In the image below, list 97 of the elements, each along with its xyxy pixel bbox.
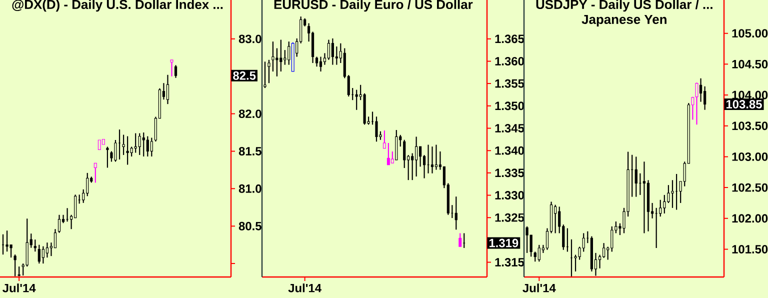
candlestick [327, 39, 330, 60]
candlestick [415, 136, 418, 178]
candlestick [26, 218, 28, 268]
y-tick-label: 1.360 [495, 56, 524, 66]
text: 82.5 [233, 71, 256, 80]
candlestick [454, 196, 458, 230]
candlestick [699, 78, 702, 102]
candlestick [335, 46, 338, 66]
candlestick [174, 64, 178, 78]
text: 1.319 [489, 238, 518, 248]
candlestick [695, 82, 698, 126]
chart-title: EURUSD - Daily Euro / US Dollar [274, 0, 473, 12]
candlestick [268, 59, 270, 84]
candlestick [280, 39, 282, 72]
candlestick [272, 41, 274, 72]
candlestick [94, 162, 97, 184]
candlestick [114, 139, 117, 162]
y-tick-label: 1.340 [495, 146, 524, 155]
candlestick [38, 244, 40, 264]
candlestick [663, 194, 666, 214]
text: Japanese Yen [582, 14, 666, 27]
y-tick-label: 83.0 [238, 34, 262, 44]
candlestick [602, 242, 606, 258]
y-tick-label: 103.00 [732, 152, 768, 161]
candlestick [659, 199, 662, 218]
candlestick [42, 246, 44, 264]
candlestick [86, 172, 89, 197]
candlestick [382, 130, 386, 149]
y-tick-label: 101.50 [732, 245, 768, 254]
y-tick-label: 1.325 [495, 213, 524, 222]
y-tick-label: 81.0 [238, 184, 262, 193]
candlestick [166, 74, 170, 105]
y-tick-label: 103.50 [732, 122, 768, 130]
candlestick [142, 132, 145, 158]
y-tick-label: 1.315 [495, 258, 524, 267]
chart-title: USDJPY - Daily US Dollar / ... [536, 0, 712, 12]
candlestick [458, 232, 462, 248]
y-tick-label: 102.50 [732, 183, 768, 192]
candlestick [54, 228, 57, 248]
candlestick [74, 194, 77, 218]
x-tick-label: Jul'14 [288, 284, 322, 292]
candlestick [395, 129, 398, 160]
y-tick-label: 82.0 [238, 110, 262, 118]
candlestick [355, 89, 358, 110]
x-tick-label: Jul'14 [2, 284, 36, 292]
candlestick [526, 226, 528, 254]
candlestick [430, 146, 434, 174]
candlestick [58, 214, 61, 234]
candlestick [146, 136, 149, 158]
y-tick-label: 1.350 [495, 102, 524, 110]
candlestick [642, 161, 646, 234]
candlestick [419, 146, 422, 168]
chart-title: @DX(D) - Daily U.S. Dollar Index ... [12, 0, 223, 12]
y-tick-label: 1.335 [495, 168, 524, 178]
candlestick [264, 61, 266, 89]
candlestick [386, 142, 390, 166]
candlestick [10, 244, 12, 258]
candlestick [319, 56, 322, 72]
candlestick [106, 146, 109, 168]
candlestick [138, 132, 141, 156]
candlestick [34, 239, 36, 252]
candlestick [634, 156, 638, 198]
candlestick [375, 116, 378, 142]
candlestick [276, 48, 278, 77]
candlestick [704, 86, 706, 110]
candlestick [98, 140, 101, 150]
candlestick [610, 226, 614, 252]
candlestick [6, 230, 8, 252]
candlestick [134, 132, 137, 154]
candlestick [671, 180, 674, 208]
y-tick-label: 1.355 [495, 79, 524, 88]
candlestick [403, 139, 406, 169]
candlestick [315, 56, 318, 68]
candlestick [534, 251, 536, 262]
candlestick [14, 254, 16, 277]
candlestick [538, 244, 540, 262]
candlestick [667, 184, 670, 204]
candlestick [122, 134, 125, 156]
y-tick-label: 104.50 [732, 60, 768, 68]
candlestick [170, 59, 174, 77]
candlestick [130, 146, 133, 158]
candlestick [46, 242, 49, 258]
x-tick-label: Jul'14 [522, 284, 556, 292]
candlestick [126, 136, 129, 166]
y-tick-label: 1.330 [495, 191, 524, 200]
y-tick-label: 1.345 [495, 124, 524, 132]
y-tick-label: 80.5 [238, 222, 262, 230]
text: 103.85 [726, 100, 762, 109]
y-tick-label: 105.00 [732, 29, 768, 38]
y-tick-label: 81.5 [238, 147, 262, 156]
candlestick [150, 137, 153, 158]
y-tick-label: 1.365 [495, 34, 524, 44]
y-tick-label: 102.00 [732, 214, 768, 223]
candlestick [18, 266, 20, 277]
candlestick [331, 38, 334, 66]
candlestick [434, 144, 438, 170]
candlestick [554, 204, 557, 234]
